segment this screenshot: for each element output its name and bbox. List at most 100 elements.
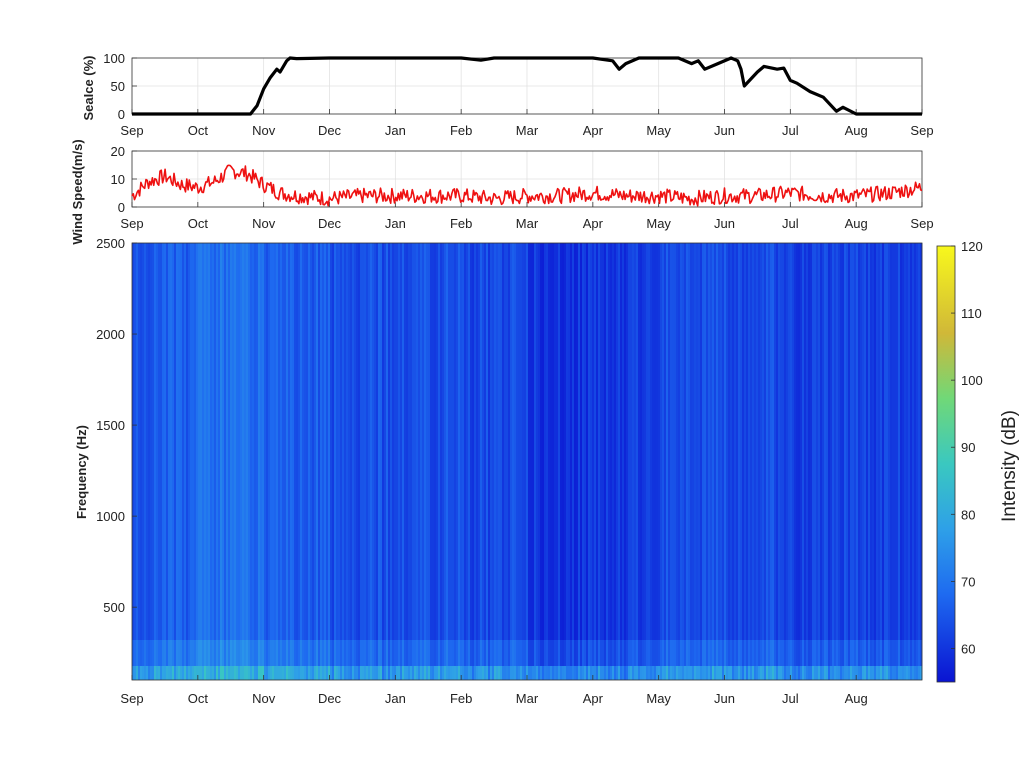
spectrogram-cell xyxy=(280,640,283,666)
spectrogram-column xyxy=(620,243,623,680)
spectrogram-cell xyxy=(306,666,309,680)
spectrogram-cell xyxy=(428,243,431,640)
spectrogram-column xyxy=(520,243,523,680)
spectrogram-cell xyxy=(308,666,311,680)
spectrogram-cell xyxy=(210,243,213,640)
spectrogram-cell xyxy=(600,666,603,680)
spectrogram-cell xyxy=(536,666,539,680)
spectrogram-column xyxy=(838,243,841,680)
spectrogram-cell xyxy=(438,640,441,666)
spectrogram-cell xyxy=(470,666,473,680)
spectrogram-cell xyxy=(912,640,915,666)
spectrogram-cell xyxy=(886,666,889,680)
spectrogram-cell xyxy=(512,243,515,640)
spectrogram-column xyxy=(628,243,631,680)
spectrogram-cell xyxy=(592,243,595,640)
spectrogram-cell xyxy=(802,666,805,680)
spectrogram-cell xyxy=(890,243,893,640)
spectrogram-column xyxy=(686,243,689,680)
spectrogram-cell xyxy=(260,666,263,680)
spectrogram-column xyxy=(436,243,439,680)
spectrogram-cell xyxy=(324,666,327,680)
spectrogram-cell xyxy=(808,243,811,640)
spectrogram-cell xyxy=(564,640,567,666)
spectrogram-column xyxy=(544,243,547,680)
spectrogram-column xyxy=(382,243,385,680)
spectrogram-column xyxy=(616,243,619,680)
spectrogram-cell xyxy=(576,666,579,680)
spectrogram-column xyxy=(188,243,191,680)
spectrogram-cell xyxy=(350,666,353,680)
spectrogram-cell xyxy=(140,666,143,680)
spectrogram-cell xyxy=(508,640,511,666)
spectrogram-column xyxy=(900,243,903,680)
spectrogram-cell xyxy=(874,640,877,666)
spectrogram-column xyxy=(834,243,837,680)
spectrogram-cell xyxy=(184,666,187,680)
spectrogram-column xyxy=(732,243,735,680)
spectrogram-cell xyxy=(632,666,635,680)
spectrogram-cell xyxy=(178,666,181,680)
spectrogram-cell xyxy=(186,243,189,640)
spectrogram-column xyxy=(684,243,687,680)
spectrogram-cell xyxy=(328,666,331,680)
spectrogram-cell xyxy=(408,666,411,680)
spectrogram-x-ticks: Sep Oct Nov Dec Jan Feb Mar Apr May Jun Jul Aug xyxy=(120,675,868,706)
spectrogram-cell xyxy=(288,243,291,640)
spectrogram-x-tick-label: Jan xyxy=(385,691,406,706)
spectrogram-column xyxy=(870,243,873,680)
spectrogram-y-tick-label: 2500 xyxy=(96,236,125,251)
spectrogram-cell xyxy=(482,640,485,666)
spectrogram-cell xyxy=(568,243,571,640)
spectrogram-cell xyxy=(162,666,165,680)
spectrogram-cell xyxy=(880,243,883,640)
spectrogram-cell xyxy=(856,243,859,640)
spectrogram-cell xyxy=(340,666,343,680)
spectrogram-cell xyxy=(892,666,895,680)
spectrogram-cell xyxy=(756,666,759,680)
seaice-y-tick-label: 0 xyxy=(118,107,125,122)
spectrogram-cell xyxy=(448,666,451,680)
spectrogram-cell xyxy=(594,243,597,640)
spectrogram-cell xyxy=(376,243,379,640)
spectrogram-cell xyxy=(634,243,637,640)
spectrogram-column xyxy=(266,243,269,680)
spectrogram-cell xyxy=(262,666,265,680)
wind-y-tick-label: 20 xyxy=(111,144,125,159)
spectrogram-column xyxy=(790,243,793,680)
spectrogram-cell xyxy=(514,243,517,640)
spectrogram-cell xyxy=(806,666,809,680)
spectrogram-cell xyxy=(862,666,865,680)
spectrogram-cell xyxy=(364,640,367,666)
spectrogram-cell xyxy=(444,640,447,666)
spectrogram-column xyxy=(276,243,279,680)
spectrogram-cell xyxy=(796,243,799,640)
spectrogram-cell xyxy=(330,640,333,666)
spectrogram-column xyxy=(386,243,389,680)
spectrogram-cell xyxy=(694,640,697,666)
spectrogram-cell xyxy=(634,666,637,680)
spectrogram-cell xyxy=(902,666,905,680)
spectrogram-cell xyxy=(498,666,501,680)
spectrogram-cell xyxy=(596,640,599,666)
spectrogram-column xyxy=(680,243,683,680)
spectrogram-x-tick-label: Apr xyxy=(583,691,604,706)
spectrogram-cell xyxy=(878,243,881,640)
spectrogram-cell xyxy=(786,640,789,666)
spectrogram-cell xyxy=(364,666,367,680)
spectrogram-cell xyxy=(538,640,541,666)
spectrogram-column xyxy=(262,243,265,680)
spectrogram-cell xyxy=(896,666,899,680)
spectrogram-cell xyxy=(428,640,431,666)
spectrogram-cell xyxy=(768,640,771,666)
spectrogram-column xyxy=(468,243,471,680)
spectrogram-cell xyxy=(696,243,699,640)
spectrogram-cell xyxy=(882,243,885,640)
spectrogram-cell xyxy=(774,640,777,666)
spectrogram-column xyxy=(426,243,429,680)
spectrogram-cell xyxy=(686,640,689,666)
spectrogram-cell xyxy=(242,666,245,680)
spectrogram-cell xyxy=(862,640,865,666)
spectrogram-cell xyxy=(406,243,409,640)
spectrogram-cell xyxy=(684,640,687,666)
